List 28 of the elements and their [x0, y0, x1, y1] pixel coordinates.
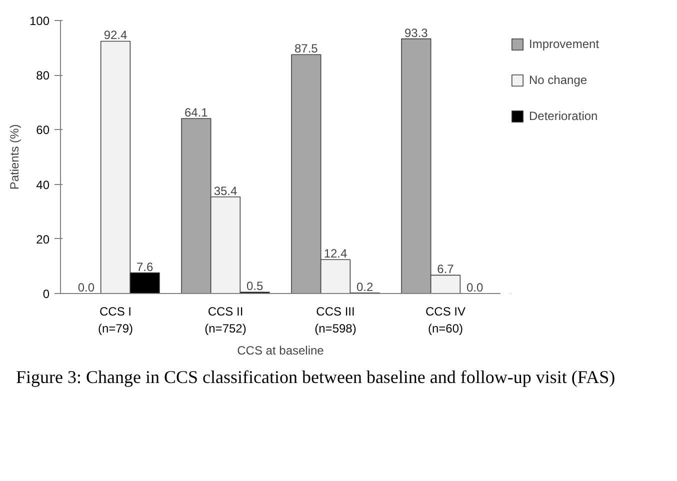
x-tick-label: CCS IV (n=60) — [425, 304, 466, 336]
y-axis-title: Patients (%) — [7, 124, 22, 190]
y-tick-label: 20 — [36, 232, 50, 246]
data-label: 0.0 — [466, 280, 484, 294]
x-tick-label: CCS II (n=752) — [204, 304, 246, 336]
x-axis-title: CCS at baseline — [237, 343, 324, 358]
y-tick-label: 100 — [29, 14, 50, 28]
legend-label: Deterioration — [529, 109, 598, 123]
x-tick-label: CCS III (n=598) — [314, 304, 356, 336]
data-label: 64.1 — [184, 106, 208, 120]
y-tick-label: 0 — [42, 287, 50, 301]
data-label: 0.0 — [78, 280, 95, 294]
y-tick-label: 80 — [36, 68, 50, 83]
data-label: 6.7 — [437, 262, 454, 276]
data-label: 93.3 — [404, 26, 428, 40]
data-label: 7.6 — [136, 260, 154, 274]
legend-label: Improvement — [529, 37, 600, 51]
data-label: 0.2 — [356, 280, 374, 294]
data-label: 0.5 — [246, 279, 264, 294]
data-label: 35.4 — [214, 184, 238, 198]
caption: Figure 3: Change in CCS classification between baseline and follow-up visit (FAS) — [16, 366, 616, 389]
legend-label: No change — [529, 73, 588, 87]
data-label: 87.5 — [294, 42, 318, 56]
y-tick-label: 40 — [36, 178, 50, 192]
data-label: 92.4 — [104, 28, 128, 42]
x-tick-label: CCS I (n=79) — [98, 304, 134, 336]
data-label: 12.4 — [324, 246, 348, 261]
y-tick-label: 60 — [36, 123, 50, 138]
